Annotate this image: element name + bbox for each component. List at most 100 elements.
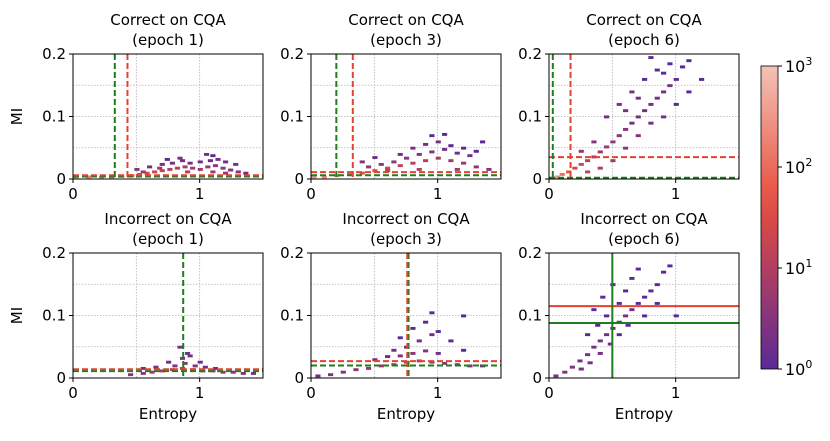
histogram-cell xyxy=(340,370,346,374)
histogram-cell xyxy=(648,121,654,125)
histogram-cell xyxy=(397,336,403,340)
histogram-cell xyxy=(642,295,648,299)
histogram-cell xyxy=(673,77,679,81)
x-tick-label: 0 xyxy=(544,185,554,203)
histogram-cell xyxy=(220,370,226,374)
histogram-cell xyxy=(473,165,479,169)
histogram-cell xyxy=(311,175,317,179)
histogram-cell xyxy=(435,351,441,355)
histogram-cell xyxy=(149,370,155,374)
histogram-cell xyxy=(587,361,593,365)
histogram-cell xyxy=(616,134,622,138)
panel-subtitle: (epoch 1) xyxy=(132,31,204,49)
histogram-cell xyxy=(250,371,257,375)
x-tick-label: 0 xyxy=(306,185,316,203)
histogram-cell xyxy=(385,166,391,170)
y-tick-label: 0.2 xyxy=(42,45,66,63)
histogram-cell xyxy=(454,167,460,171)
colorbar-tick-exponent: 2 xyxy=(805,156,812,169)
colorbar-tick-label: 103 xyxy=(785,55,812,76)
histogram-cell xyxy=(461,348,467,352)
histogram-cell xyxy=(616,333,622,337)
histogram-cell xyxy=(378,364,384,368)
panel-subtitle: (epoch 3) xyxy=(370,31,442,49)
histogram-cell xyxy=(207,159,213,163)
histogram-cell xyxy=(448,144,454,148)
colorbar-tick-base: 10 xyxy=(785,57,805,76)
histogram-cell xyxy=(423,349,429,353)
colorbar-tick-label: 102 xyxy=(785,156,812,177)
histogram-cell xyxy=(166,360,172,364)
histogram-cell xyxy=(473,149,479,153)
panel-title: Correct on CQA xyxy=(586,11,702,29)
histogram-cell xyxy=(562,370,568,374)
histogram-cell xyxy=(185,170,191,174)
histogram-cell xyxy=(610,159,616,163)
histogram-cell xyxy=(448,159,454,163)
colorbar-tick-base: 10 xyxy=(785,360,805,379)
histogram-cell xyxy=(467,154,473,158)
histogram-cell xyxy=(604,333,610,337)
histogram-cell xyxy=(86,175,92,179)
histogram-cell xyxy=(554,175,560,179)
histogram-cell xyxy=(205,165,211,169)
histogram-cell xyxy=(623,314,629,318)
histogram-cell xyxy=(397,164,403,168)
histogram-cell xyxy=(435,156,441,160)
x-tick-label: 1 xyxy=(195,185,205,203)
histogram-cell xyxy=(359,171,365,175)
y-tick-label: 0.1 xyxy=(42,108,66,126)
histogram-cell xyxy=(177,345,183,349)
x-tick-label: 0 xyxy=(544,384,554,402)
histogram-cell xyxy=(359,160,365,164)
histogram-cell xyxy=(635,115,641,119)
histogram-cell xyxy=(429,333,435,337)
histogram-cell xyxy=(604,314,610,318)
histogram-cell xyxy=(597,339,603,343)
histogram-cell xyxy=(661,115,667,119)
histogram-cell xyxy=(321,175,327,179)
histogram-cell xyxy=(578,162,584,166)
histogram-cell xyxy=(167,167,173,171)
histogram-cell xyxy=(648,102,654,106)
y-tick-label: 0.2 xyxy=(280,244,304,262)
x-tick-label: 1 xyxy=(195,384,205,402)
y-tick-label: 0 xyxy=(56,369,66,387)
histogram-cell xyxy=(635,267,641,271)
histogram-cell xyxy=(210,170,216,174)
histogram-cell xyxy=(416,339,422,343)
histogram-cell xyxy=(144,171,150,175)
histogram-cell xyxy=(591,345,597,349)
histogram-cell xyxy=(686,90,692,94)
histogram-cell xyxy=(410,326,416,330)
histogram-cell xyxy=(680,65,686,69)
panel-subtitle: (epoch 3) xyxy=(370,230,442,248)
histogram-cell xyxy=(454,151,460,155)
histogram-cell xyxy=(578,149,584,153)
histogram-cell xyxy=(190,166,196,170)
histogram-cell xyxy=(416,152,422,156)
histogram-cell xyxy=(604,115,610,119)
histogram-cell xyxy=(429,360,435,364)
histogram-cell xyxy=(410,161,416,165)
histogram-cell xyxy=(220,166,226,170)
histogram-cell xyxy=(629,121,635,125)
colorbar-tick-base: 10 xyxy=(785,158,805,177)
histogram-cell xyxy=(429,150,435,154)
histogram-cell xyxy=(642,314,648,318)
histogram-cell xyxy=(661,71,667,75)
x-tick-label: 1 xyxy=(433,384,443,402)
colorbar-tick-exponent: 0 xyxy=(805,358,812,371)
histogram-cell xyxy=(416,167,422,171)
histogram-cell xyxy=(187,354,193,358)
histogram-cell xyxy=(235,170,241,174)
y-tick-label: 0.1 xyxy=(518,108,542,126)
histogram-cell xyxy=(391,160,397,164)
histogram-cell xyxy=(629,90,635,94)
histogram-cell xyxy=(228,168,234,172)
histogram-cell xyxy=(661,90,667,94)
histogram-cell xyxy=(182,361,188,365)
histogram-cell xyxy=(461,314,467,318)
y-axis-label: MI xyxy=(8,108,26,125)
